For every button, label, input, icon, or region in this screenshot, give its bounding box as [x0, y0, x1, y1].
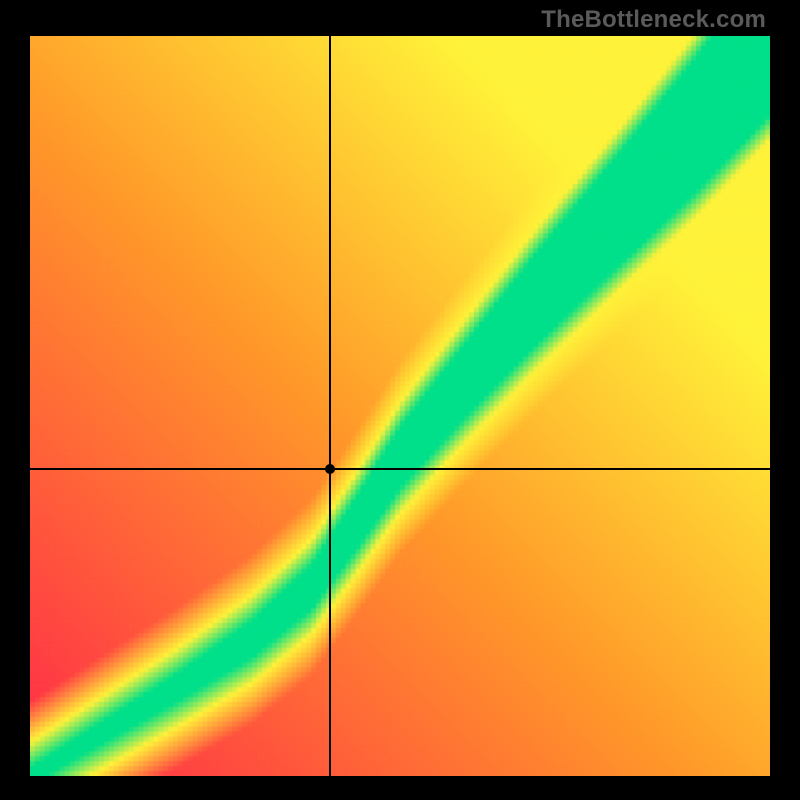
plot-area — [30, 36, 770, 776]
crosshair-vertical — [329, 36, 331, 776]
crosshair-horizontal — [30, 468, 770, 470]
crosshair-marker — [325, 464, 335, 474]
heatmap-canvas — [30, 36, 770, 776]
chart-container: TheBottleneck.com — [0, 0, 800, 800]
watermark-text: TheBottleneck.com — [541, 6, 766, 34]
